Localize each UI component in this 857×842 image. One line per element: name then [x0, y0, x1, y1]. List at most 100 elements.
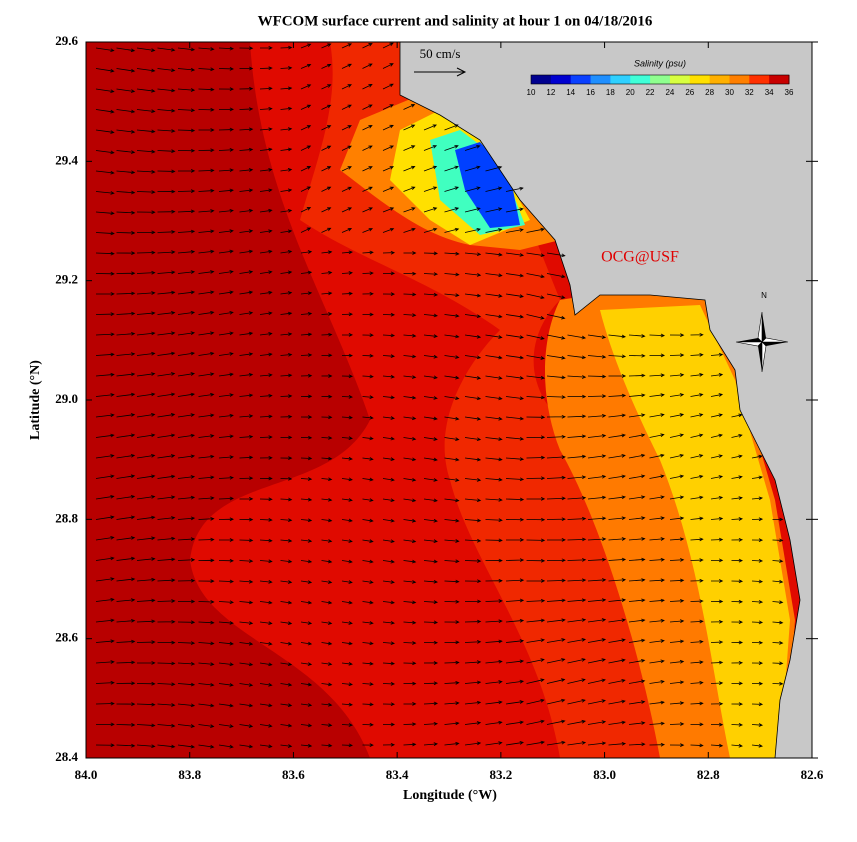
- current-vector: [95, 639, 115, 644]
- current-vector: [177, 148, 196, 153]
- current-vector: [526, 658, 545, 664]
- current-vector: [116, 556, 136, 561]
- current-vector: [423, 292, 438, 297]
- current-vector: [198, 662, 215, 666]
- current-vector: [444, 207, 460, 213]
- current-vector: [116, 352, 136, 356]
- current-vector: [669, 413, 685, 418]
- current-vector: [444, 721, 460, 726]
- current-vector: [628, 334, 646, 338]
- current-vector: [649, 495, 665, 500]
- current-vector: [669, 373, 685, 377]
- current-vector: [136, 413, 156, 418]
- current-vector: [362, 415, 374, 420]
- current-vector: [300, 373, 313, 378]
- current-vector: [95, 372, 115, 377]
- colorbar-swatch: [689, 75, 711, 84]
- colorbar-tick-label: 18: [606, 88, 615, 97]
- current-vector: [669, 558, 685, 562]
- credit: OCG@USF: [601, 249, 679, 266]
- current-vector: [669, 701, 685, 705]
- current-vector: [362, 207, 373, 213]
- current-vector: [341, 723, 353, 727]
- current-vector: [690, 537, 704, 542]
- current-vector: [341, 250, 353, 255]
- x-tick-label: 84.0: [75, 767, 98, 782]
- current-vector: [382, 271, 396, 276]
- current-vector: [218, 579, 234, 584]
- current-vector: [772, 641, 784, 645]
- current-vector: [505, 618, 525, 623]
- current-vector: [218, 455, 234, 459]
- current-vector: [116, 681, 136, 686]
- y-tick-label: 28.8: [55, 510, 78, 525]
- current-vector: [157, 149, 176, 154]
- current-vector: [300, 600, 313, 605]
- current-vector: [690, 413, 704, 418]
- current-vector: [218, 393, 234, 397]
- current-vector: [95, 211, 115, 216]
- current-vector: [567, 516, 587, 521]
- current-vector: [177, 641, 196, 645]
- current-vector: [280, 208, 293, 213]
- current-vector: [710, 433, 723, 438]
- current-vector: [587, 454, 607, 459]
- current-vector: [690, 578, 704, 583]
- current-vector: [382, 395, 395, 400]
- current-vector: [177, 495, 196, 500]
- current-vector: [341, 207, 353, 213]
- current-vector: [546, 395, 566, 399]
- current-vector: [526, 476, 546, 481]
- current-vector: [341, 145, 352, 151]
- current-vector: [218, 311, 234, 315]
- current-vector: [218, 434, 234, 439]
- current-vector: [567, 394, 587, 399]
- current-vector: [218, 229, 234, 233]
- current-vector: [526, 314, 545, 320]
- colorbar-tick-label: 24: [665, 88, 674, 97]
- current-vector: [95, 535, 115, 541]
- current-vector: [751, 723, 764, 727]
- current-vector: [136, 392, 156, 397]
- current-vector: [259, 311, 273, 316]
- current-vector: [177, 433, 196, 438]
- current-vector: [403, 457, 417, 462]
- current-vector: [690, 639, 704, 644]
- current-vector: [587, 474, 607, 479]
- current-vector: [300, 145, 312, 151]
- current-vector: [136, 495, 156, 500]
- y-tick-label: 28.4: [55, 749, 78, 764]
- current-vector: [116, 618, 136, 623]
- current-vector: [239, 744, 254, 749]
- current-vector: [567, 719, 586, 725]
- current-vector: [505, 700, 524, 705]
- current-vector: [587, 741, 607, 746]
- current-vector: [198, 87, 215, 92]
- current-vector: [772, 620, 784, 625]
- current-vector: [608, 354, 627, 359]
- current-vector: [239, 559, 254, 563]
- current-vector: [177, 351, 196, 356]
- current-vector: [280, 435, 293, 440]
- current-vector: [444, 437, 460, 441]
- current-vector: [362, 63, 373, 69]
- current-vector: [157, 331, 176, 336]
- current-vector: [157, 536, 176, 541]
- colorbar-swatch: [769, 75, 790, 84]
- current-vector: [321, 415, 333, 420]
- current-vector: [218, 46, 234, 51]
- current-vector: [218, 683, 234, 687]
- current-vector: [526, 334, 545, 340]
- current-vector: [444, 293, 460, 298]
- current-vector: [259, 476, 273, 481]
- current-vector: [300, 723, 313, 728]
- current-vector: [444, 599, 460, 604]
- current-vector: [362, 743, 374, 747]
- current-vector: [136, 577, 156, 582]
- current-vector: [444, 579, 460, 584]
- current-vector: [116, 372, 136, 377]
- current-vector: [198, 744, 215, 749]
- current-vector: [95, 271, 115, 276]
- current-vector: [116, 190, 136, 195]
- current-vector: [464, 619, 482, 624]
